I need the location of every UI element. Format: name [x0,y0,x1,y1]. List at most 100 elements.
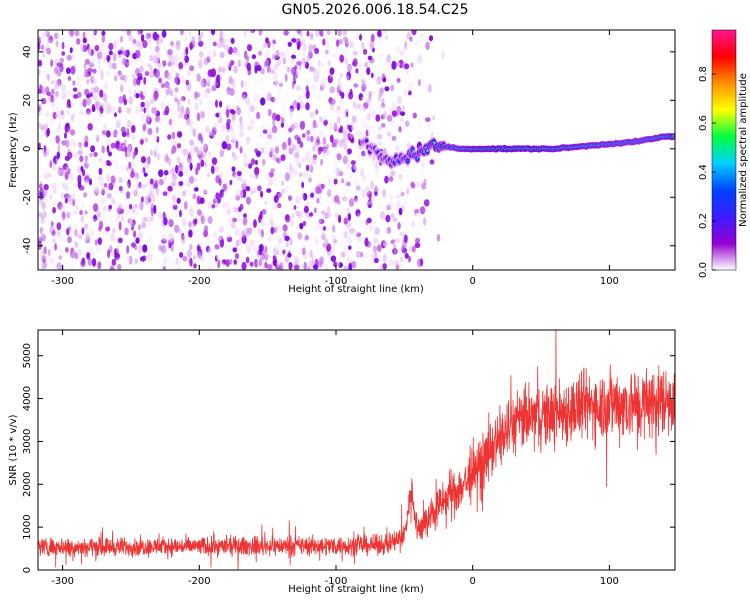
spectrogram-noise-cell [261,209,267,215]
spectrogram-noise-cell [196,112,201,122]
spectrogram-noise-cell [397,95,403,105]
spectrogram-noise-cell [214,254,218,262]
spectrogram-noise-cell [306,129,311,136]
spectrogram-noise-cell [277,202,282,209]
spectrogram-noise-cell [335,117,341,125]
spectrogram-noise-cell [407,90,412,96]
spectrogram-cells [38,30,675,270]
spectrogram-noise-cell [188,148,193,156]
spectrogram-signal-cell [672,135,675,138]
spectrogram-noise-cell [69,47,73,54]
spectrogram-noise-cell [125,166,130,171]
spectrogram-noise-cell [381,240,387,249]
spectrogram-noise-cell [373,186,378,193]
spectrogram-noise-cell [400,191,405,197]
spectrogram-noise-cell [225,224,230,232]
spectrogram-x-tick-label: -200 [188,276,211,287]
spectrogram-noise-cell [135,175,139,185]
spectrogram-noise-cell [325,41,330,49]
spectrogram-y-tick-label: -20 [22,189,33,205]
spectrogram-noise-cell [114,165,119,173]
spectrogram-noise-cell [151,197,155,205]
spectrogram-noise-cell [137,30,142,35]
spectrogram-noise-cell [273,65,278,71]
spectrogram-noise-cell [332,224,336,233]
spectrogram-noise-cell [175,59,179,65]
spectrogram-noise-cell [186,180,191,187]
spectrogram-noise-cell [326,189,332,198]
spectrogram-noise-cell [395,193,401,200]
spectrogram-noise-cell [116,171,121,180]
spectrogram-noise-cell [140,156,147,164]
spectrogram-noise-cell [141,221,147,229]
spectrogram-noise-cell [333,106,338,112]
spectrogram-noise-cell [339,90,342,97]
spectrogram-noise-cell [276,259,281,269]
spectrogram-noise-cell [68,142,74,149]
spectrogram-noise-cell [55,91,59,98]
spectrogram-noise-cell [258,30,263,36]
spectrogram-noise-cell [60,204,66,213]
spectrogram-noise-cell [113,39,119,48]
spectrogram-noise-cell [362,174,366,182]
spectrogram-noise-cell [57,143,61,152]
spectrogram-noise-cell [204,262,207,269]
spectrogram-noise-cell [309,111,315,119]
spectrogram-noise-cell [82,98,87,108]
spectrogram-noise-cell [335,78,341,83]
snr-x-tick-label: -300 [51,576,74,587]
spectrogram-noise-cell [412,162,418,168]
spectrogram-noise-cell [50,59,54,68]
spectrogram-noise-cell [187,187,190,197]
spectrogram-noise-cell [384,35,389,40]
spectrogram-noise-cell [60,192,64,199]
spectrogram-noise-cell [403,234,408,243]
spectrogram-noise-cell [148,235,152,243]
spectrogram-noise-cell [188,118,193,127]
spectrogram-noise-cell [353,126,359,136]
spectrogram-noise-cell [355,250,362,258]
spectrogram-noise-cell [125,183,130,192]
spectrogram-noise-cell [107,249,111,259]
spectrogram-noise-cell [237,213,241,223]
spectrogram-noise-cell [262,241,268,246]
spectrogram-noise-cell [268,177,274,187]
spectrogram-noise-cell [257,185,262,192]
spectrogram-noise-cell [280,122,285,128]
spectrogram-noise-cell [320,64,326,69]
spectrogram-noise-cell [203,42,207,50]
spectrogram-noise-cell [314,56,318,65]
spectrogram-noise-cell [266,132,272,137]
spectrogram-noise-cell [232,174,237,184]
spectrogram-noise-cell [421,160,425,168]
spectrogram-x-tick-label: -300 [51,276,74,287]
spectrogram-noise-cell [58,121,62,130]
spectrogram-noise-cell [247,125,253,131]
spectrogram-noise-cell [65,122,70,128]
spectrogram-noise-cell [115,215,119,223]
spectrogram-noise-cell [175,257,179,266]
spectrogram-noise-cell [203,189,208,195]
spectrogram-noise-cell [217,40,222,49]
spectrogram-noise-cell [222,183,228,192]
spectrogram-noise-cell [72,210,78,215]
spectrogram-noise-cell [163,169,169,176]
spectrogram-noise-cell [189,162,193,171]
spectrogram-noise-cell [367,200,373,205]
spectrogram-noise-cell [259,255,264,265]
spectrogram-noise-cell [51,96,56,103]
spectrogram-noise-cell [358,131,363,140]
spectrogram-noise-cell [137,72,143,78]
spectrogram-noise-cell [411,220,416,228]
spectrogram-noise-cell [372,110,377,117]
spectrogram-noise-cell [95,101,101,111]
spectrogram-noise-cell [83,72,90,78]
spectrogram-noise-cell [216,42,222,48]
spectrogram-noise-cell [84,161,89,169]
spectrogram-noise-cell [42,210,47,219]
spectrogram-noise-cell [104,100,110,109]
spectrogram-noise-cell [220,124,226,133]
spectrogram-noise-cell [287,252,292,258]
spectrogram-noise-cell [378,126,382,131]
